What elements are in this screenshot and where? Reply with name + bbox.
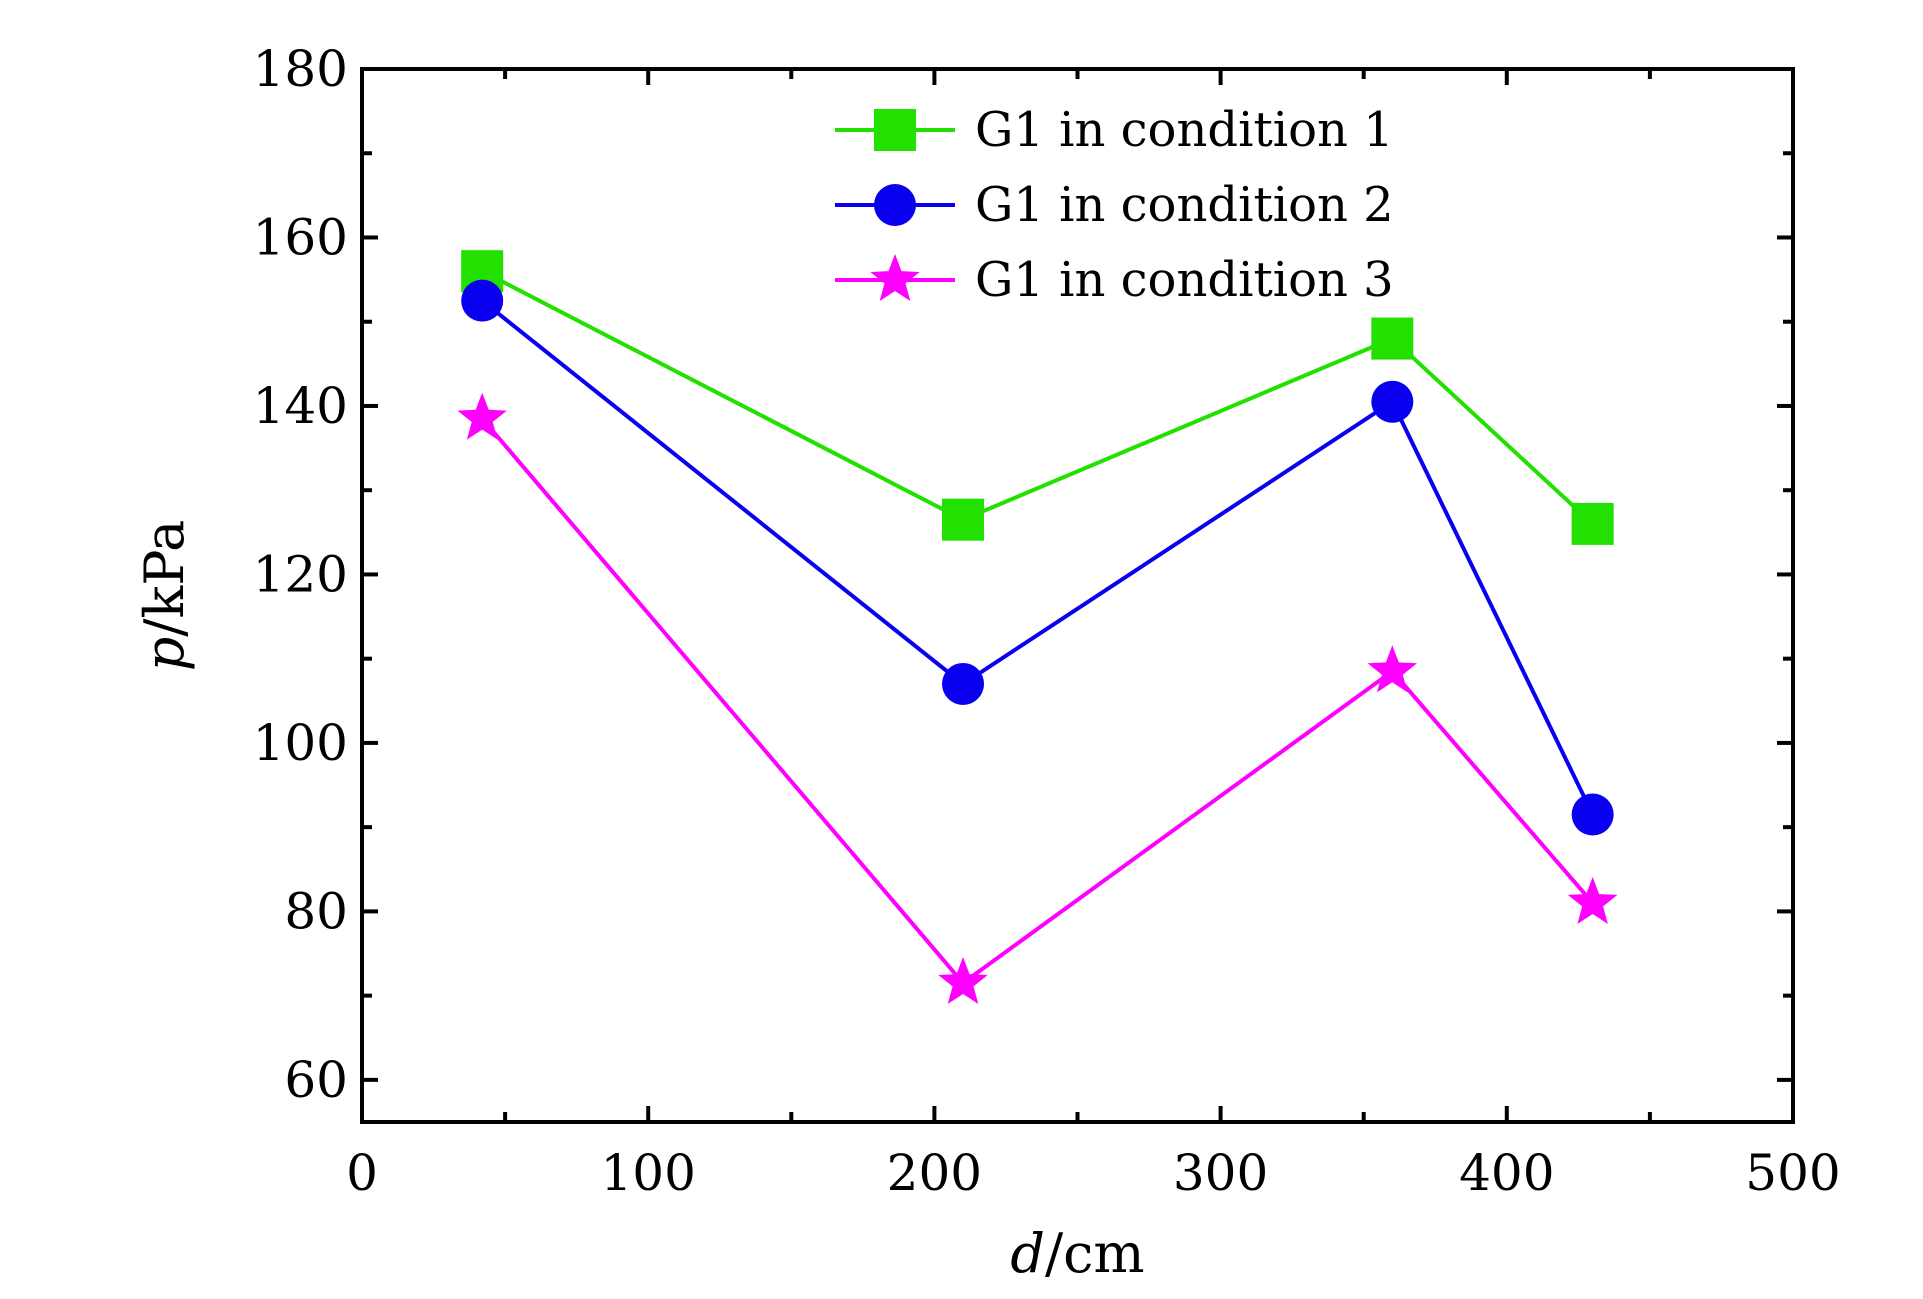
legend-label: G1 in condition 3 (975, 252, 1394, 308)
series-3-line (480, 417, 1595, 986)
series-3-point (938, 957, 988, 1004)
series-1-point (1571, 502, 1614, 545)
x-tick-label: 200 (887, 1144, 982, 1202)
series-3-point (1367, 645, 1417, 693)
series-layer (457, 250, 1618, 1004)
series-2 (461, 279, 1614, 836)
series-1-point (942, 498, 985, 541)
y-tick-label: 160 (253, 208, 348, 266)
series-2-point (1571, 793, 1614, 836)
series-3-point (1567, 877, 1618, 924)
legend-marker (874, 184, 916, 226)
y-axis-title-unit: /kPa (133, 520, 196, 637)
series-1-line (481, 269, 1595, 526)
x-tick-label: 500 (1745, 1144, 1840, 1202)
y-tick-label: 140 (253, 377, 348, 435)
x-tick-label: 300 (1173, 1144, 1268, 1202)
series-3 (457, 392, 1618, 1004)
x-tick-label: 0 (346, 1144, 378, 1202)
legend-item-1: G1 in condition 1 (835, 102, 1394, 158)
series-1 (461, 250, 1614, 545)
y-tick-label: 180 (253, 40, 348, 98)
series-2-point (942, 662, 985, 705)
y-tick-label: 120 (253, 545, 348, 603)
x-axis-title-unit: /cm (1045, 1222, 1145, 1285)
x-axis-title: d/cm (1010, 1222, 1144, 1285)
y-tick-label: 100 (253, 714, 348, 772)
series-3-point (457, 392, 507, 440)
legend: G1 in condition 1 G1 in condition 2 G1 in … (835, 102, 1394, 308)
x-tick-label: 400 (1459, 1144, 1554, 1202)
legend-label: G1 in condition 2 (975, 177, 1394, 233)
legend-label: G1 in condition 1 (975, 102, 1394, 158)
x-axis-title-variable: d (1010, 1222, 1045, 1285)
y-axis-title-variable: p (133, 637, 196, 672)
y-axis-title: p/kPa (133, 520, 196, 672)
series-2-line (480, 299, 1595, 816)
axes: 0 100 200 300 400 500 60 80 100 120 140 160 180 (253, 40, 1841, 1202)
x-tick-label: 100 (600, 1144, 695, 1202)
legend-item-2: G1 in condition 2 (835, 177, 1394, 233)
legend-marker (874, 109, 916, 151)
series-2-point (461, 279, 504, 322)
legend-marker (870, 254, 920, 301)
series-1-point (1371, 317, 1414, 360)
y-tick-label: 60 (284, 1051, 348, 1109)
legend-item-3: G1 in condition 3 (835, 252, 1394, 308)
y-tick-label: 80 (284, 882, 348, 940)
series-2-point (1371, 380, 1414, 423)
